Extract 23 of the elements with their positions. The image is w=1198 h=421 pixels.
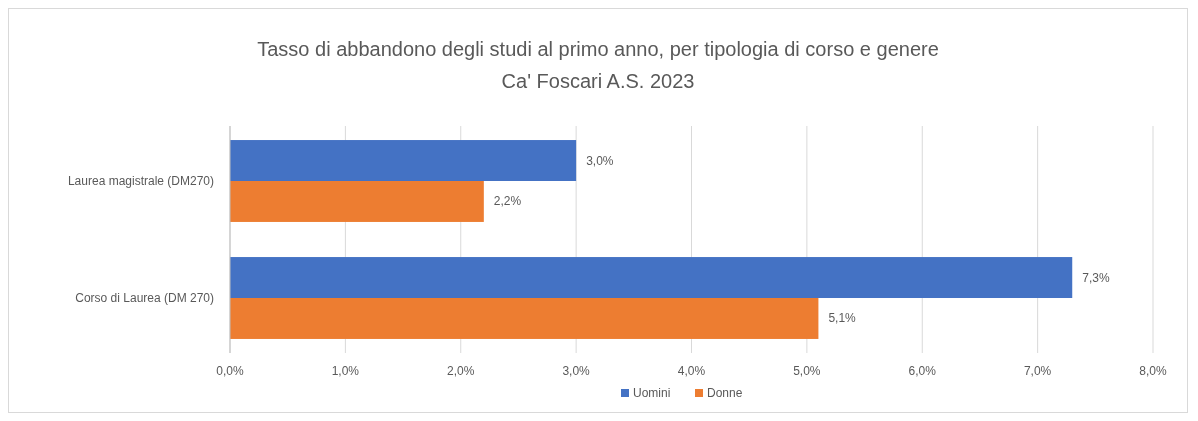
x-tick-label: 0,0% bbox=[216, 364, 244, 378]
chart-title: Tasso di abbandono degli studi al primo anno, per tipologia di corso e genere bbox=[257, 38, 939, 60]
chart-subtitle: Ca' Foscari A.S. 2023 bbox=[501, 70, 695, 92]
x-tick-label: 2,0% bbox=[447, 364, 475, 378]
legend-label: Donne bbox=[707, 386, 743, 400]
x-tick-label: 1,0% bbox=[331, 364, 360, 378]
data-label: 7,3% bbox=[1082, 270, 1110, 285]
legend-label: Uomini bbox=[633, 386, 671, 400]
x-tick-label: 4,0% bbox=[677, 364, 706, 378]
bar bbox=[230, 257, 1073, 299]
y-tick-label: Corso di Laurea (DM 270) bbox=[75, 291, 214, 306]
x-tick-label: 6,0% bbox=[908, 364, 937, 378]
x-tick-label: 7,0% bbox=[1023, 364, 1052, 378]
data-label: 5,1% bbox=[828, 311, 857, 326]
y-tick-label: Laurea magistrale (DM270) bbox=[67, 173, 214, 188]
x-tick-label: 3,0% bbox=[562, 364, 591, 378]
x-tick-label: 5,0% bbox=[793, 364, 821, 378]
bar bbox=[230, 298, 819, 339]
data-label: 3,0% bbox=[586, 153, 614, 168]
bar bbox=[230, 140, 577, 181]
x-tick-label: 8,0% bbox=[1139, 364, 1167, 378]
data-label: 2,2% bbox=[493, 194, 522, 209]
bar bbox=[230, 181, 484, 222]
